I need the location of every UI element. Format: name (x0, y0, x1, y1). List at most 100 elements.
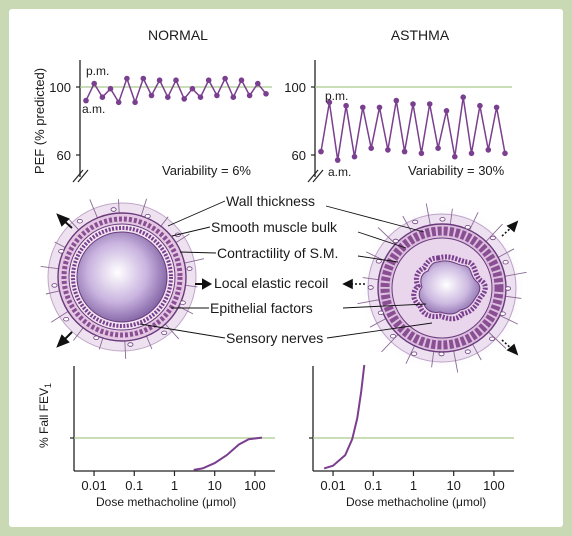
pef-asthma-series (318, 94, 508, 163)
tissue-cell (411, 351, 418, 356)
tissue-strand (505, 295, 522, 299)
tissue-strand (175, 233, 190, 243)
factor-labels: Wall thickness Smooth muscle bulk Contra… (139, 193, 433, 346)
tissue-cell (93, 335, 100, 340)
label-contractility: Contractility of S.M. (217, 245, 338, 261)
pef-data-point (485, 147, 492, 153)
tissue-strand (431, 351, 435, 368)
tick-label-100: 100 (284, 80, 306, 95)
tissue-strand (485, 223, 503, 242)
tissue-strand (184, 258, 205, 264)
tissue-strand (146, 335, 153, 350)
tissue-strand (124, 340, 127, 359)
asthma-title: ASTHMA (391, 27, 450, 43)
tissue-cell (127, 342, 134, 347)
tissue-cell (110, 207, 117, 212)
tissue-cell (489, 235, 496, 241)
tissue-cell (390, 334, 397, 339)
tissue-strand (118, 199, 120, 214)
pef-data-point (205, 77, 212, 83)
pef-data-point (393, 97, 400, 104)
tissue-strand (50, 311, 69, 323)
tissue-strand (160, 216, 169, 227)
leader-line (357, 255, 399, 263)
pef-data-point (351, 153, 358, 160)
x-tick-label: 0.01 (320, 478, 345, 493)
tissue-cell (76, 218, 83, 224)
tissue-strand (45, 290, 60, 295)
pef-data-point (115, 99, 122, 106)
pef-data-point (468, 150, 475, 157)
pef-data-point (443, 108, 450, 114)
tissue-strand (469, 212, 479, 231)
label-am: a.m. (328, 165, 351, 179)
asthma-smooth-muscle (380, 226, 504, 350)
pef-data-point (107, 85, 114, 92)
asthma-airway (357, 203, 527, 373)
dose-asthma-curve (323, 364, 366, 470)
dose-y-label-main: % Fall FEV (37, 388, 51, 448)
pef-data-point (124, 75, 130, 82)
dose-normal-curve (193, 436, 263, 471)
arrow-right-icon (195, 278, 213, 290)
tissue-strand (369, 318, 387, 328)
variability-normal: Variability = 6% (162, 163, 251, 178)
x-tick-label: 0.1 (364, 478, 382, 493)
tissue-strand (67, 217, 80, 231)
tissue-cell (489, 336, 496, 341)
x-tick-label: 0.01 (81, 478, 106, 493)
tissue-cell (161, 330, 168, 335)
pef-data-point (385, 147, 391, 153)
pef-normal-series (83, 75, 269, 106)
tissue-strand (377, 227, 396, 245)
pef-data-point (376, 104, 383, 111)
pef-data-point (246, 92, 253, 99)
pef-data-point (238, 77, 245, 83)
pef-data-point (173, 77, 179, 83)
dose-y-axis-label: % Fall FEV1 (37, 383, 53, 448)
x-tick-label: 0.1 (125, 478, 143, 493)
tissue-strand (402, 215, 412, 233)
axis-break-mark (72, 169, 84, 183)
label-epithelial-factors: Epithelial factors (210, 300, 313, 316)
axis-break-mark (77, 169, 89, 183)
normal-lumen (76, 231, 168, 323)
tissue-cell (377, 310, 384, 315)
tissue-strand (472, 343, 482, 361)
pef-data-point (156, 77, 163, 83)
tissue-cell (499, 311, 506, 316)
label-elastic-recoil: Local elastic recoil (214, 275, 328, 291)
leader-line (326, 322, 433, 339)
label-smooth-muscle-bulk: Smooth muscle bulk (211, 219, 338, 235)
pef-data-point (426, 101, 433, 107)
pef-data-point (197, 94, 204, 100)
tissue-strand (357, 299, 380, 305)
tissue-cell (412, 219, 419, 225)
asthma-narrowed-lumen (418, 260, 481, 315)
tissue-cell (186, 266, 193, 271)
dose-asthma-x-label: Dose methacholine (μmol) (346, 495, 486, 509)
dose-normal-panel: 0.01 0.1 1 10 100 Dose methacholine (μmol) (70, 366, 275, 509)
pef-data-point (502, 150, 508, 157)
leader-line (139, 323, 226, 339)
pef-data-point (334, 157, 341, 163)
pef-normal-panel: NORMAL 100 60 p.m. a.m. Variability = 6% (49, 27, 272, 183)
leader-line (171, 226, 211, 237)
pef-data-point (326, 99, 333, 106)
connective-tissue-strands (357, 203, 527, 373)
outward-arrows-normal (56, 213, 73, 348)
pef-data-point (477, 102, 483, 109)
normal-epithelium (71, 226, 173, 328)
tissue-cell (367, 285, 374, 290)
tissue-strand (54, 241, 66, 248)
x-tick-label: 10 (446, 478, 460, 493)
pef-asthma-panel: ASTHMA 100 60 p.m. a.m. Variability = 30… (284, 27, 512, 183)
axis-break-mark (307, 169, 319, 183)
pef-data-point (318, 148, 324, 155)
outward-arrows-asthma (342, 220, 519, 356)
x-tick-label: 10 (207, 478, 221, 493)
tissue-cell (375, 259, 382, 264)
tissue-strand (425, 203, 431, 226)
pef-data-point (132, 99, 138, 106)
